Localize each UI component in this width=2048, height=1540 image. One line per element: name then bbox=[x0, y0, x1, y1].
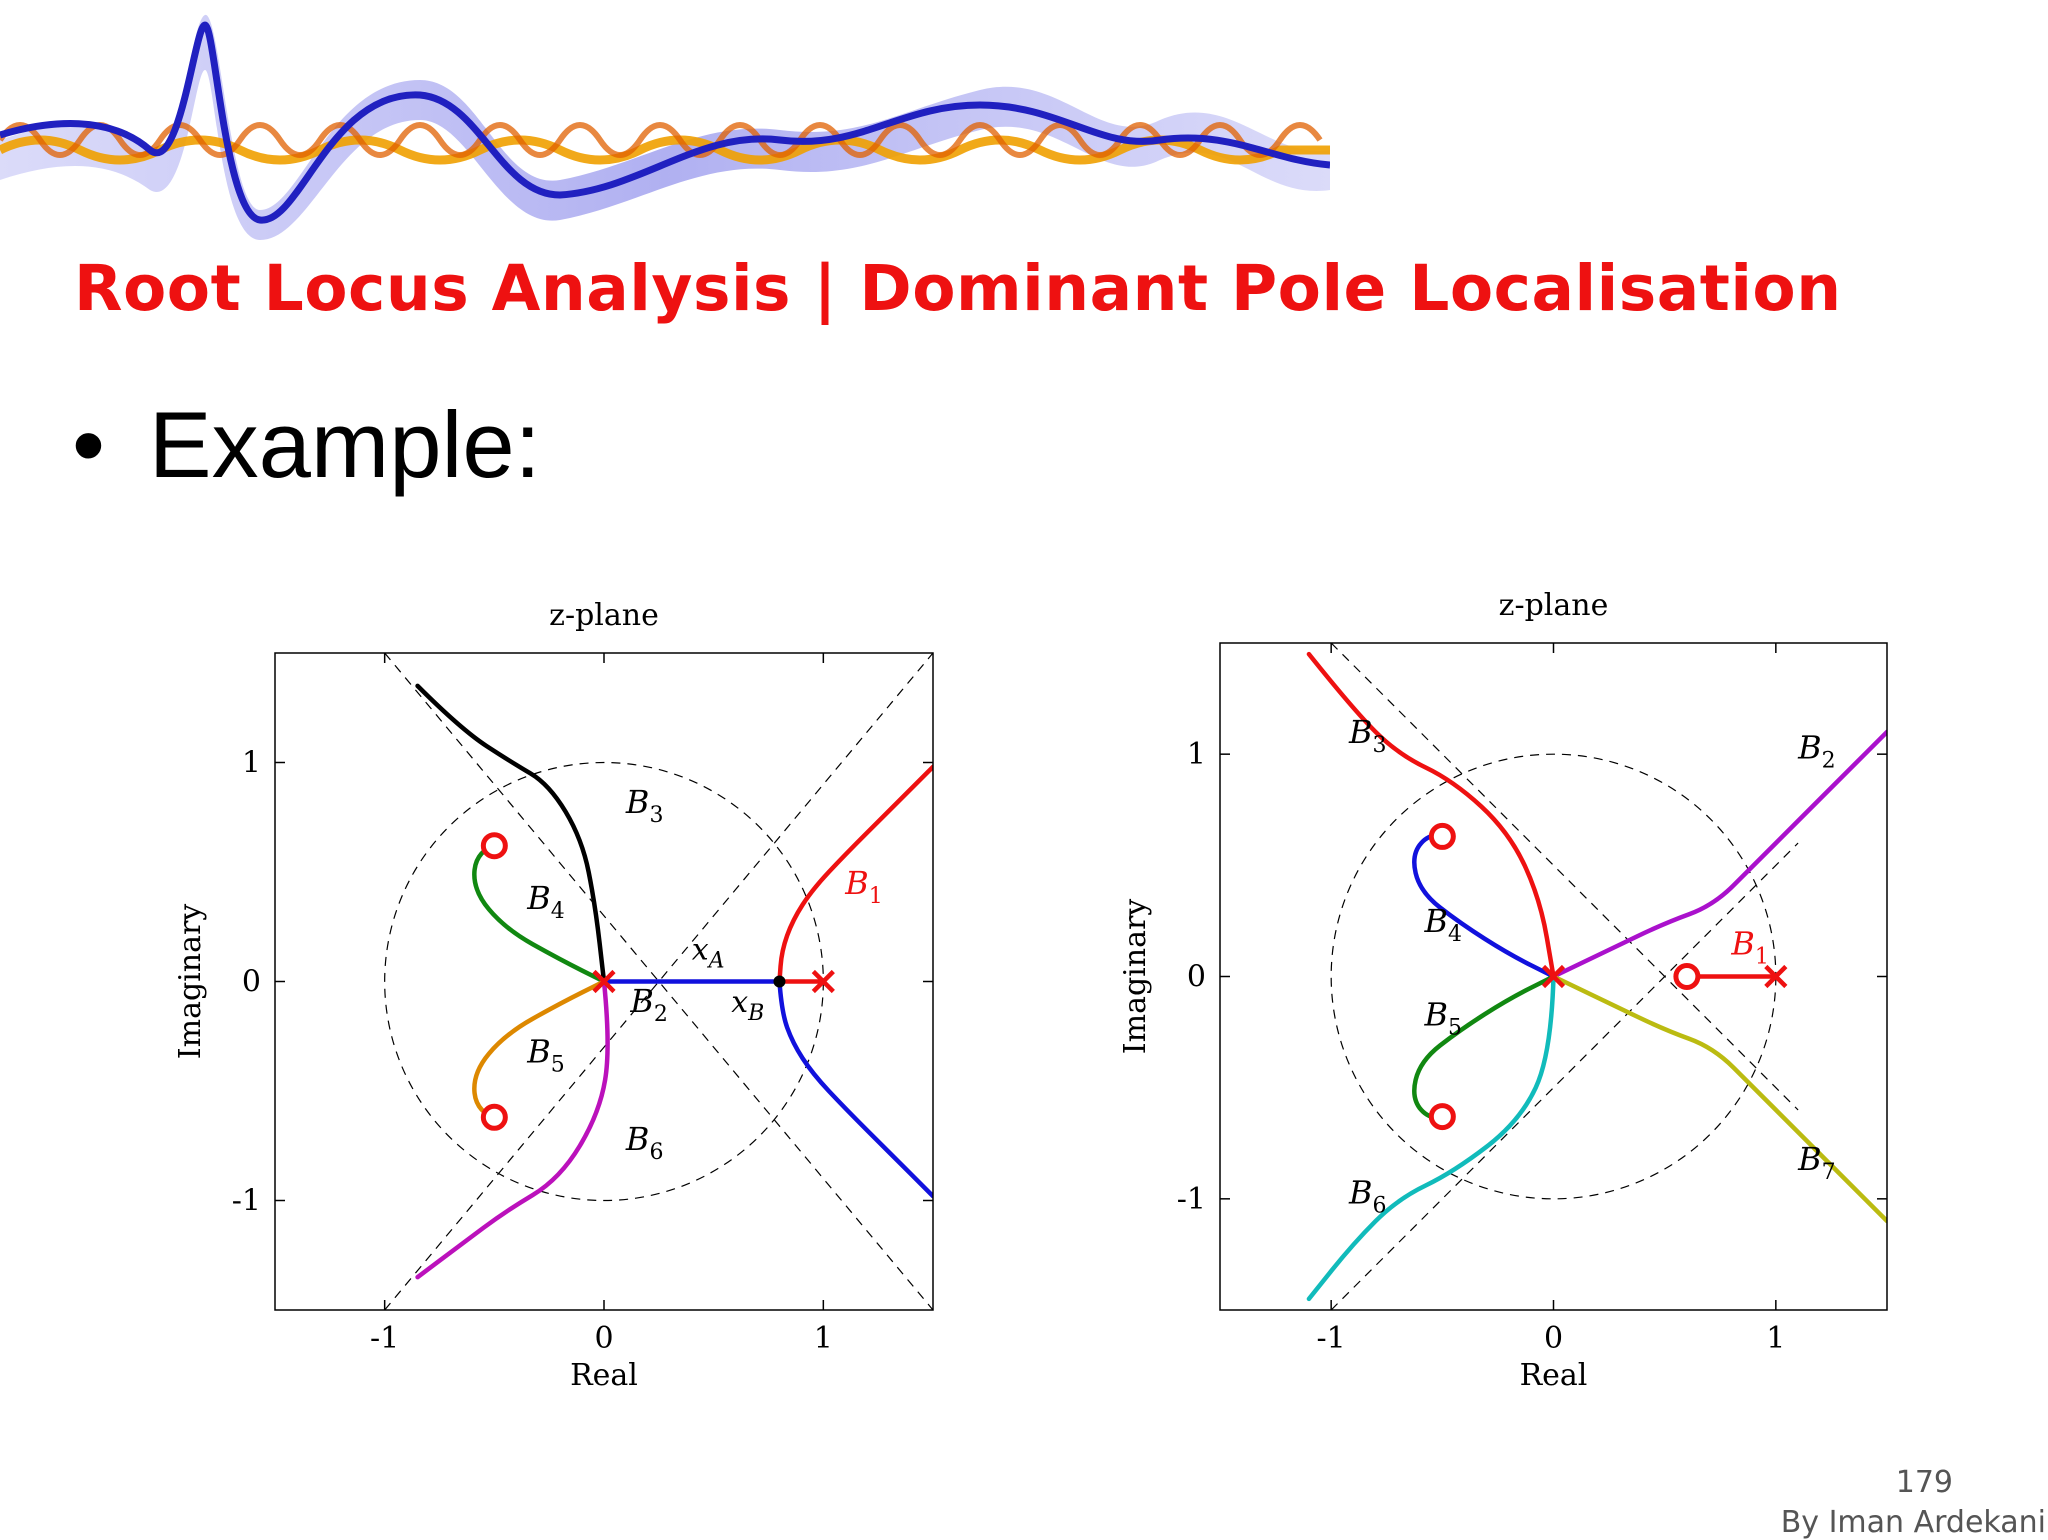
bullet-text: Example: bbox=[148, 392, 541, 497]
y-tick-label: -1 bbox=[232, 1184, 261, 1219]
branch-label-subscript: 4 bbox=[1448, 922, 1462, 947]
branch-label-subscript: 3 bbox=[1372, 733, 1386, 758]
locus-branch bbox=[472, 979, 607, 1122]
asymptote-line bbox=[1330, 842, 1799, 1310]
plot-area bbox=[384, 653, 933, 1310]
y-tick-label: 1 bbox=[242, 746, 261, 781]
x-tick-label: -1 bbox=[370, 1321, 399, 1356]
branch-label-subscript: 3 bbox=[649, 803, 663, 828]
plot-area bbox=[1306, 643, 1887, 1310]
branch-label-subscript: 7 bbox=[1822, 1160, 1836, 1185]
plot-title: z-plane bbox=[1499, 588, 1609, 623]
branch-label-letter: B bbox=[1424, 902, 1449, 940]
slide-title: Root Locus Analysis | Dominant Pole Loca… bbox=[74, 252, 1842, 325]
locus-branch bbox=[415, 683, 607, 984]
branch-label: B3 bbox=[1348, 713, 1387, 758]
annotation-xa-letter: x bbox=[692, 933, 709, 968]
branch-label-subscript: 5 bbox=[1448, 1015, 1462, 1040]
branch-label-subscript: 1 bbox=[869, 884, 883, 909]
y-tick-label: 1 bbox=[1187, 737, 1206, 772]
locus-branch bbox=[415, 979, 610, 1280]
locus-branch bbox=[1551, 729, 1887, 979]
branch-label: B1 bbox=[1730, 924, 1769, 969]
branch-label-subscript: 6 bbox=[649, 1140, 663, 1165]
branch-label: B2 bbox=[1797, 729, 1836, 774]
branch-label: B3 bbox=[625, 783, 664, 828]
branch-label-letter: B bbox=[1348, 713, 1373, 751]
page-number: 179 bbox=[1895, 1465, 1953, 1500]
x-tick-label: 0 bbox=[1544, 1321, 1563, 1356]
zero-marker bbox=[480, 832, 508, 860]
branch-label: B4 bbox=[1424, 902, 1463, 947]
locus-branch bbox=[777, 764, 933, 984]
bullet-item: • Example: bbox=[72, 398, 541, 492]
branch-label-subscript: 2 bbox=[1822, 749, 1836, 774]
bullet-symbol: • bbox=[72, 392, 105, 497]
branch-label-letter: B bbox=[625, 1120, 650, 1158]
branch-label-letter: B bbox=[1424, 995, 1449, 1033]
branch-label: B6 bbox=[1348, 1173, 1387, 1218]
branch-label: B6 bbox=[625, 1120, 664, 1165]
y-tick-label: -1 bbox=[1177, 1182, 1206, 1217]
y-axis-label: Imaginary bbox=[173, 904, 208, 1060]
breakaway-point bbox=[773, 975, 786, 988]
annotation-xb-letter: x bbox=[731, 985, 748, 1020]
pole-marker bbox=[592, 969, 616, 994]
branch-label: B4 bbox=[526, 879, 565, 924]
annotation-xb-subscript: B bbox=[747, 1001, 764, 1026]
pole-marker bbox=[1764, 964, 1788, 989]
x-tick-label: -1 bbox=[1317, 1321, 1346, 1356]
root-locus-plot-left: z-plane-1 0 1-101RealImaginaryB3B4B2B5B6B1… bbox=[173, 598, 934, 1393]
x-axis-label: Real bbox=[1520, 1358, 1588, 1393]
branch-label-letter: B bbox=[844, 864, 869, 902]
annotation-xb: xB bbox=[731, 985, 764, 1026]
branch-label: B1 bbox=[844, 864, 883, 909]
branch-label-letter: B bbox=[1797, 1140, 1822, 1178]
locus-branch bbox=[1412, 832, 1556, 979]
branch-label: B2 bbox=[629, 982, 668, 1027]
pole-marker bbox=[1541, 964, 1566, 989]
locus-branch bbox=[1306, 651, 1556, 979]
branch-label: B5 bbox=[1424, 995, 1463, 1040]
y-tick-label: 0 bbox=[1187, 960, 1206, 995]
branch-label-letter: B bbox=[526, 1033, 551, 1071]
branch-label-subscript: 2 bbox=[654, 1002, 668, 1027]
x-tick-label: 0 bbox=[594, 1321, 613, 1356]
x-axis-label: Real bbox=[570, 1358, 638, 1393]
branch-label-subscript: 5 bbox=[551, 1053, 565, 1078]
branch-label-subscript: 4 bbox=[551, 899, 565, 924]
branch-label-letter: B bbox=[625, 783, 650, 821]
branch-label-letter: B bbox=[1348, 1173, 1373, 1211]
x-tick-label: 1 bbox=[1766, 1321, 1785, 1356]
branch-label-letter: B bbox=[629, 982, 654, 1020]
locus-branch bbox=[777, 979, 933, 1199]
waveform-banner-icon bbox=[0, 14, 1330, 240]
branch-label-subscript: 1 bbox=[1755, 944, 1769, 969]
zero-marker bbox=[1673, 963, 1701, 990]
zero-marker bbox=[1428, 1103, 1456, 1131]
branch-label: B5 bbox=[526, 1033, 565, 1078]
annotation-xa-subscript: A bbox=[707, 949, 725, 974]
locus-branch bbox=[1306, 974, 1556, 1302]
y-axis-label: Imaginary bbox=[1118, 899, 1153, 1055]
branch-label-letter: B bbox=[1730, 924, 1755, 962]
branch-label-subscript: 6 bbox=[1372, 1193, 1386, 1218]
branch-label-letter: B bbox=[1797, 729, 1822, 767]
asymptote-line bbox=[1330, 643, 1799, 1111]
zero-marker bbox=[1428, 822, 1456, 850]
locus-branch bbox=[1551, 974, 1887, 1224]
pole-marker bbox=[811, 969, 835, 994]
branch-label-letter: B bbox=[526, 879, 551, 917]
annotation-xa: xA bbox=[692, 933, 725, 974]
branch-label: B7 bbox=[1797, 1140, 1836, 1185]
zero-marker bbox=[480, 1103, 508, 1131]
plot-title: z-plane bbox=[549, 598, 659, 633]
author-credit: By Iman Ardekani bbox=[1780, 1505, 2046, 1540]
locus-branch bbox=[1412, 974, 1556, 1121]
locus-branch bbox=[472, 841, 607, 984]
y-tick-label: 0 bbox=[242, 965, 261, 1000]
x-tick-label: 1 bbox=[814, 1321, 833, 1356]
